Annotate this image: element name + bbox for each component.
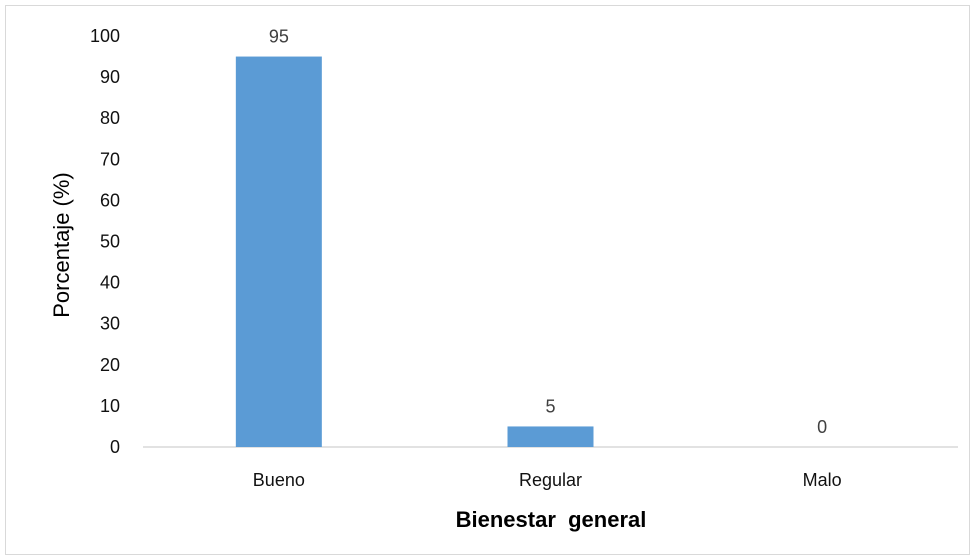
bars bbox=[235, 56, 594, 448]
y-axis-ticks: 0 10 20 30 40 50 60 70 80 90 100 bbox=[90, 26, 120, 457]
data-label: 5 bbox=[545, 396, 555, 416]
x-category-label: Bueno bbox=[253, 470, 305, 490]
y-tick-label: 90 bbox=[100, 67, 120, 87]
data-labels: 95 5 0 bbox=[269, 27, 827, 437]
bar-bueno bbox=[235, 56, 322, 448]
bar-regular bbox=[507, 426, 594, 447]
y-tick-label: 70 bbox=[100, 149, 120, 169]
x-category-label: Malo bbox=[803, 470, 842, 490]
chart-frame bbox=[5, 5, 970, 555]
y-tick-label: 50 bbox=[100, 232, 120, 252]
x-category-label: Regular bbox=[519, 470, 582, 490]
data-label: 0 bbox=[817, 417, 827, 437]
y-tick-label: 100 bbox=[90, 26, 120, 46]
y-tick-label: 10 bbox=[100, 396, 120, 416]
y-tick-label: 0 bbox=[110, 437, 120, 457]
y-axis-label: Porcentaje (%) bbox=[49, 172, 74, 318]
y-tick-label: 60 bbox=[100, 190, 120, 210]
y-tick-label: 80 bbox=[100, 108, 120, 128]
x-axis-label: Bienestar general bbox=[456, 507, 647, 532]
x-axis-categories: Bueno Regular Malo bbox=[253, 470, 842, 490]
y-tick-label: 40 bbox=[100, 273, 120, 293]
y-tick-label: 30 bbox=[100, 314, 120, 334]
data-label: 95 bbox=[269, 27, 289, 47]
y-tick-label: 20 bbox=[100, 355, 120, 375]
